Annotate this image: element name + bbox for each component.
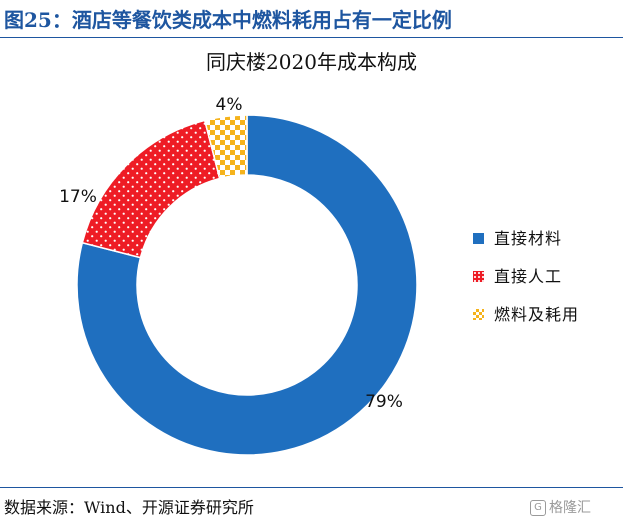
chart-title: 同庆楼2020年成本构成 [206,50,417,74]
legend-swatch-fuel [473,309,484,320]
legend-item-fuel: 燃料及耗用 [473,302,618,340]
legend-item-direct-material: 直接材料 [473,226,618,264]
source-note: 数据来源：Wind、开源证券研究所 [4,498,254,517]
data-label-fuel: 4% [216,95,243,115]
source-rule [0,487,623,488]
watermark-text: 格隆汇 [549,500,591,516]
figure-title: 图25：酒店等餐饮类成本中燃料耗用占有一定比例 [4,8,452,32]
data-label-direct-material: 79% [365,392,403,412]
legend-label-fuel: 燃料及耗用 [494,305,580,324]
legend-item-direct-labor: 直接人工 [473,264,618,302]
legend-label-direct-labor: 直接人工 [494,267,563,286]
legend-label-direct-material: 直接材料 [494,229,563,248]
legend-swatch-direct-labor [473,271,484,282]
donut-slice-fuel [203,114,248,180]
legend-swatch-direct-material [473,233,484,244]
title-rule [0,37,623,38]
watermark: G 格隆汇 [530,497,591,519]
chart-legend: 直接材料 直接人工 燃料及耗用 [473,226,618,340]
donut-slice-direct-labor [81,119,221,259]
data-label-direct-labor: 17% [59,187,97,207]
watermark-logo-icon: G [530,500,546,516]
donut-slice-direct-material [76,114,418,456]
